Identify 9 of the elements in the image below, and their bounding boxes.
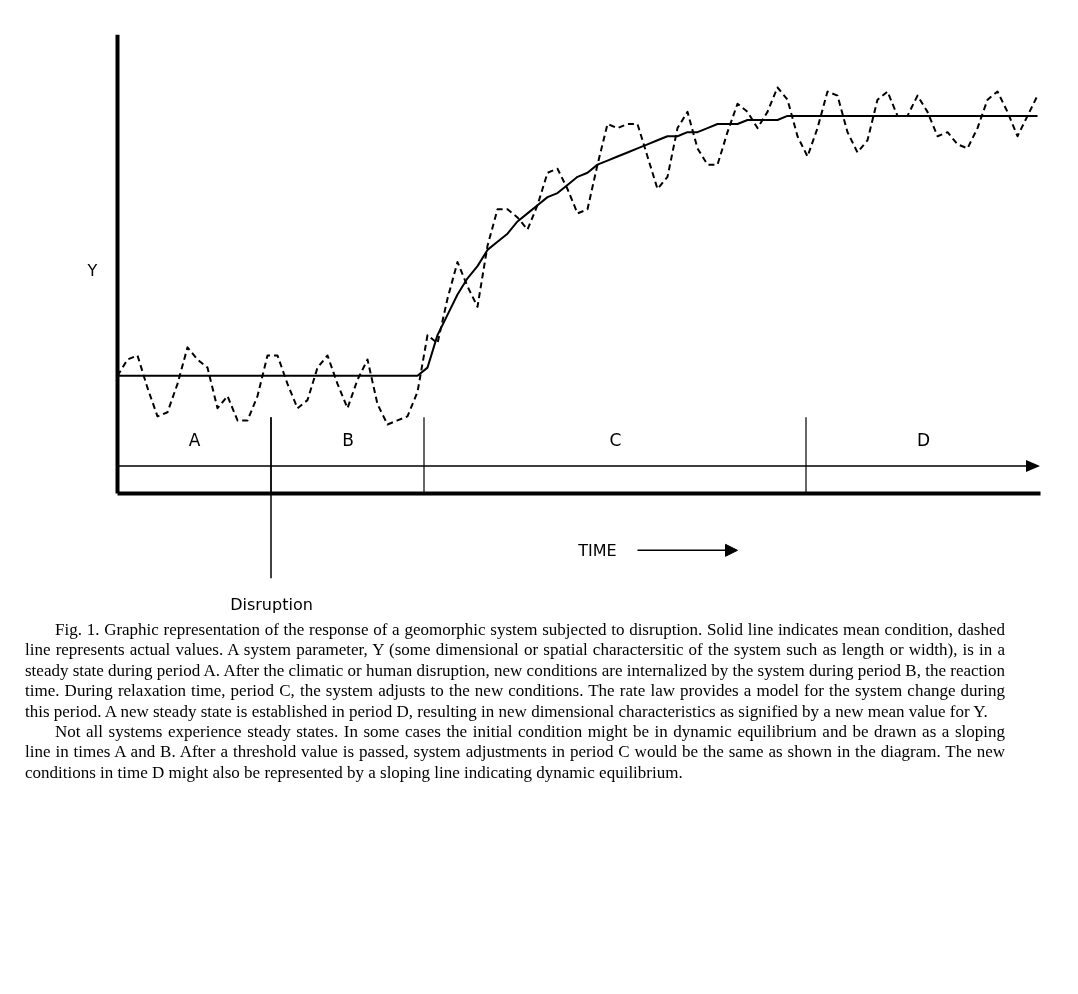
annotation: C xyxy=(609,430,622,451)
x-axis-title: TIME xyxy=(577,540,617,560)
caption: Fig. 1. Graphic representation of the response of a geomorphic system subjected to disruption. Solid line indicates mean condition, dashed line represents actual values. A system parameter, Y (some dimensional or spatial charactersitic of the system such as length or width), is in a steady state during period A. After the climatic or human disruption, new conditions are internalized by the system during period B, the reaction time. During relaxation time, period C, the system adjusts to the new conditions. The rate law provides a model for the system change during this period. A new steady state is established in period D, resulting in new dimensional characteristics as signified by a new mean value for Y. xyxy=(25,620,1005,722)
annotation: A xyxy=(188,430,201,451)
text: Disruption xyxy=(230,595,313,614)
annotation: B xyxy=(342,430,354,451)
annotation: D xyxy=(916,430,931,451)
text: Not all systems experience steady states. In some cases the initial condition might be in dynamic equilibrium and be drawn as a sloping line in times A and B. After a threshold value is passed, system adjustments in period C would be the same as shown in the diagram. The new conditions in time D might also be represented by a sloping line indicating dynamic equilibrium. xyxy=(25,721,1005,784)
y-axis-title: Y xyxy=(86,260,98,280)
